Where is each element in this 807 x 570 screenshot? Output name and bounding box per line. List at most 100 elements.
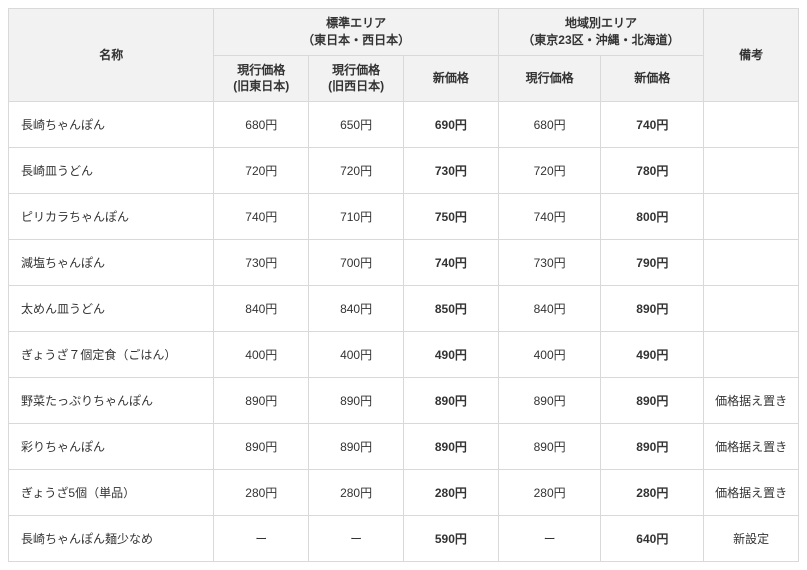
cell-current-east: 680円 <box>214 102 309 148</box>
cell-regional-new: 790円 <box>601 240 704 286</box>
price-table: 名称 標準エリア （東日本・西日本） 地域別エリア （東京23区・沖縄・北海道）… <box>8 8 799 562</box>
name: ぎょうざ７個定食（ごはん） <box>9 332 214 378</box>
cell-regional-current: 720円 <box>498 148 601 194</box>
header-cur-east-l2: (旧東日本) <box>233 79 289 93</box>
cell-current-east: 280円 <box>214 470 309 516</box>
header-name: 名称 <box>9 9 214 102</box>
name: 野菜たっぷりちゃんぽん <box>9 378 214 424</box>
cell-current-east: 720円 <box>214 148 309 194</box>
header-region-line2: （東京23区・沖縄・北海道） <box>522 33 679 47</box>
cell-current-east: 890円 <box>214 378 309 424</box>
cell-standard-new: 490円 <box>403 332 498 378</box>
cell-regional-current: 730円 <box>498 240 601 286</box>
table-row: 減塩ちゃんぽん730円700円740円730円790円 <box>9 240 799 286</box>
cell-note: 新設定 <box>704 516 799 562</box>
cell-note <box>704 332 799 378</box>
cell-current-west: 890円 <box>309 378 404 424</box>
table-row: 彩りちゃんぽん890円890円890円890円890円価格据え置き <box>9 424 799 470</box>
table-body: 長崎ちゃんぽん680円650円690円680円740円長崎皿うどん720円720… <box>9 102 799 562</box>
name: ピリカラちゃんぽん <box>9 194 214 240</box>
cell-current-west: 890円 <box>309 424 404 470</box>
cell-regional-current: ー <box>498 516 601 562</box>
cell-note <box>704 240 799 286</box>
cell-current-west: 710円 <box>309 194 404 240</box>
table-row: 長崎ちゃんぽん麺少なめーー590円ー640円新設定 <box>9 516 799 562</box>
cell-note <box>704 148 799 194</box>
cell-current-west: 650円 <box>309 102 404 148</box>
name: ぎょうざ5個（単品） <box>9 470 214 516</box>
name: 減塩ちゃんぽん <box>9 240 214 286</box>
header-current-east: 現行価格 (旧東日本) <box>214 55 309 102</box>
name: 彩りちゃんぽん <box>9 424 214 470</box>
cell-standard-new: 730円 <box>403 148 498 194</box>
cell-current-east: 890円 <box>214 424 309 470</box>
cell-regional-current: 840円 <box>498 286 601 332</box>
header-cur-east-l1: 現行価格 <box>237 63 285 77</box>
cell-standard-new: 890円 <box>403 378 498 424</box>
cell-current-east: 740円 <box>214 194 309 240</box>
table-row: ぎょうざ5個（単品）280円280円280円280円280円価格据え置き <box>9 470 799 516</box>
cell-standard-new: 280円 <box>403 470 498 516</box>
cell-standard-new: 850円 <box>403 286 498 332</box>
cell-regional-new: 640円 <box>601 516 704 562</box>
header-standard-new: 新価格 <box>403 55 498 102</box>
header-std-line2: （東日本・西日本） <box>302 33 410 47</box>
table-row: 野菜たっぷりちゃんぽん890円890円890円890円890円価格据え置き <box>9 378 799 424</box>
cell-regional-new: 890円 <box>601 378 704 424</box>
cell-current-west: 720円 <box>309 148 404 194</box>
name: 長崎皿うどん <box>9 148 214 194</box>
cell-current-west: 700円 <box>309 240 404 286</box>
name: 長崎ちゃんぽん <box>9 102 214 148</box>
cell-current-east: ー <box>214 516 309 562</box>
table-row: ぎょうざ７個定食（ごはん）400円400円490円400円490円 <box>9 332 799 378</box>
cell-regional-new: 490円 <box>601 332 704 378</box>
table-header: 名称 標準エリア （東日本・西日本） 地域別エリア （東京23区・沖縄・北海道）… <box>9 9 799 102</box>
table-row: ピリカラちゃんぽん740円710円750円740円800円 <box>9 194 799 240</box>
cell-note <box>704 194 799 240</box>
cell-current-west: 280円 <box>309 470 404 516</box>
header-std-line1: 標準エリア <box>326 16 386 30</box>
cell-regional-current: 890円 <box>498 378 601 424</box>
header-current-west: 現行価格 (旧西日本) <box>309 55 404 102</box>
header-region-line1: 地域別エリア <box>565 16 637 30</box>
header-regional-new: 新価格 <box>601 55 704 102</box>
cell-note: 価格据え置き <box>704 470 799 516</box>
table-row: 長崎ちゃんぽん680円650円690円680円740円 <box>9 102 799 148</box>
header-standard-area: 標準エリア （東日本・西日本） <box>214 9 498 56</box>
cell-standard-new: 690円 <box>403 102 498 148</box>
cell-note <box>704 102 799 148</box>
cell-note: 価格据え置き <box>704 424 799 470</box>
cell-standard-new: 590円 <box>403 516 498 562</box>
cell-standard-new: 890円 <box>403 424 498 470</box>
cell-regional-new: 800円 <box>601 194 704 240</box>
cell-regional-current: 740円 <box>498 194 601 240</box>
header-regional-area: 地域別エリア （東京23区・沖縄・北海道） <box>498 9 703 56</box>
cell-current-east: 840円 <box>214 286 309 332</box>
cell-standard-new: 750円 <box>403 194 498 240</box>
cell-regional-current: 890円 <box>498 424 601 470</box>
header-regional-current: 現行価格 <box>498 55 601 102</box>
header-cur-west-l2: (旧西日本) <box>328 79 384 93</box>
cell-note: 価格据え置き <box>704 378 799 424</box>
name: 長崎ちゃんぽん麺少なめ <box>9 516 214 562</box>
header-cur-west-l1: 現行価格 <box>332 63 380 77</box>
cell-regional-current: 400円 <box>498 332 601 378</box>
header-note: 備考 <box>704 9 799 102</box>
cell-current-east: 400円 <box>214 332 309 378</box>
cell-regional-current: 280円 <box>498 470 601 516</box>
cell-regional-new: 740円 <box>601 102 704 148</box>
cell-current-west: 400円 <box>309 332 404 378</box>
cell-regional-new: 890円 <box>601 286 704 332</box>
cell-regional-new: 780円 <box>601 148 704 194</box>
table-row: 太めん皿うどん840円840円850円840円890円 <box>9 286 799 332</box>
name: 太めん皿うどん <box>9 286 214 332</box>
cell-regional-current: 680円 <box>498 102 601 148</box>
cell-regional-new: 890円 <box>601 424 704 470</box>
cell-standard-new: 740円 <box>403 240 498 286</box>
cell-note <box>704 286 799 332</box>
cell-current-east: 730円 <box>214 240 309 286</box>
cell-regional-new: 280円 <box>601 470 704 516</box>
cell-current-west: 840円 <box>309 286 404 332</box>
table-row: 長崎皿うどん720円720円730円720円780円 <box>9 148 799 194</box>
cell-current-west: ー <box>309 516 404 562</box>
